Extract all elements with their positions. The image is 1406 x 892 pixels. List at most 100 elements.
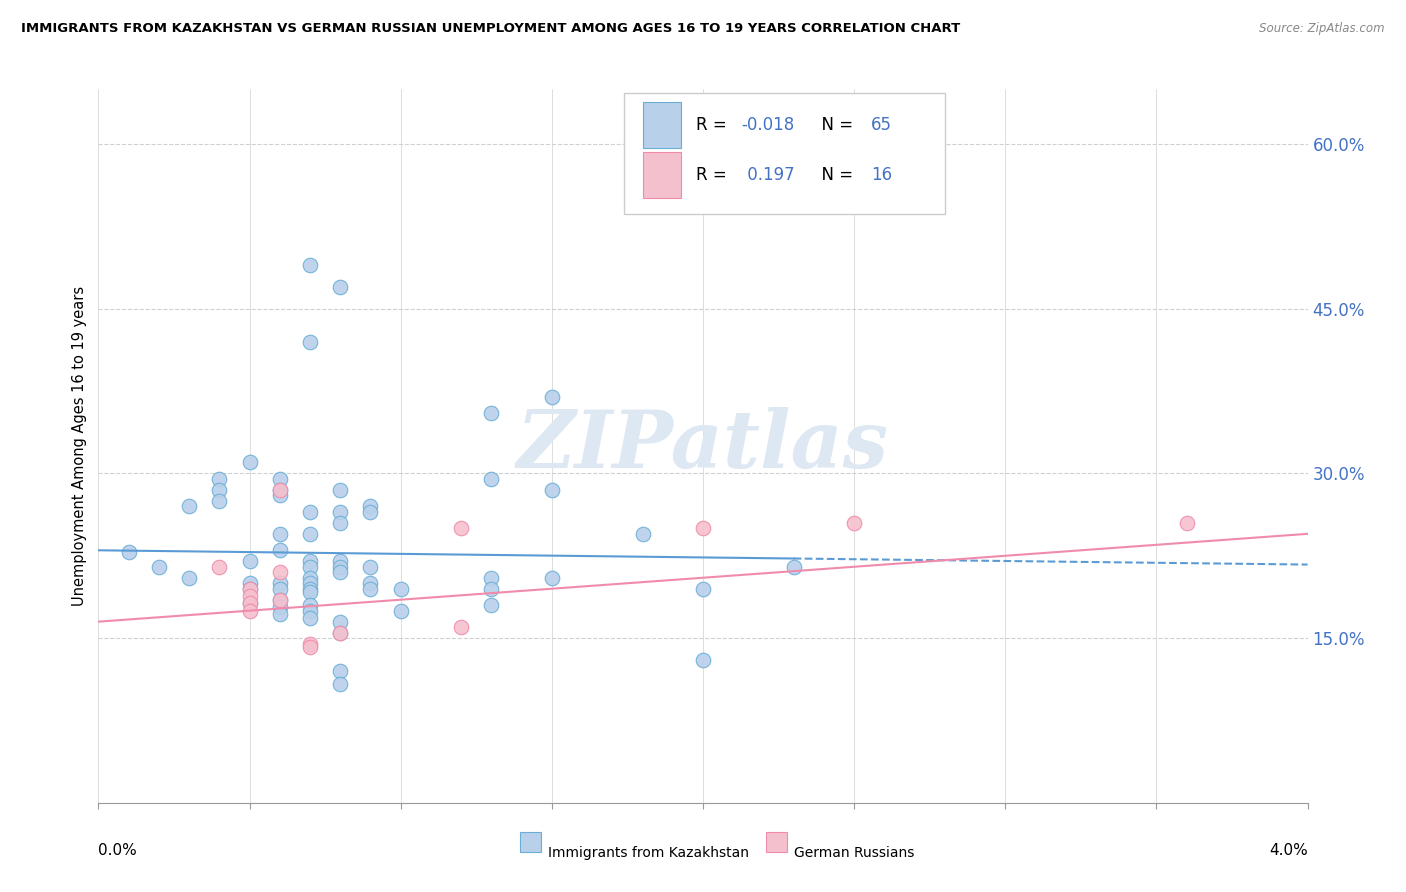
Text: N =: N =	[811, 116, 858, 134]
Point	[631, 526, 654, 541]
Point	[450, 521, 472, 535]
Point	[329, 625, 352, 640]
Point	[299, 604, 322, 618]
Point	[208, 494, 231, 508]
Point	[299, 611, 322, 625]
Point	[299, 258, 322, 272]
Point	[329, 559, 352, 574]
Text: 65: 65	[872, 116, 891, 134]
Point	[299, 505, 322, 519]
Point	[481, 571, 503, 585]
Point	[540, 390, 562, 404]
Text: R =: R =	[696, 116, 731, 134]
FancyBboxPatch shape	[624, 93, 945, 214]
Point	[299, 526, 322, 541]
Point	[844, 516, 866, 530]
Point	[299, 640, 322, 654]
Point	[783, 559, 806, 574]
Text: N =: N =	[811, 166, 858, 184]
Point	[389, 604, 412, 618]
Point	[329, 615, 352, 629]
Point	[269, 600, 291, 615]
Point	[269, 592, 291, 607]
Point	[239, 455, 262, 469]
Text: -0.018: -0.018	[742, 116, 794, 134]
Point	[269, 543, 291, 558]
Point	[239, 582, 262, 596]
Point	[1175, 516, 1198, 530]
Point	[179, 500, 201, 514]
Point	[299, 582, 322, 596]
Point	[540, 483, 562, 497]
Point	[692, 582, 714, 596]
Point	[299, 585, 322, 599]
Point	[329, 483, 352, 497]
Point	[239, 596, 262, 610]
Y-axis label: Unemployment Among Ages 16 to 19 years: Unemployment Among Ages 16 to 19 years	[72, 286, 87, 606]
Point	[481, 582, 503, 596]
Point	[269, 592, 291, 607]
Point	[239, 590, 262, 604]
Point	[329, 625, 352, 640]
Point	[269, 582, 291, 596]
Point	[299, 554, 322, 568]
Point	[299, 559, 322, 574]
Point	[360, 559, 382, 574]
Point	[239, 576, 262, 591]
Point	[299, 576, 322, 591]
Point	[329, 280, 352, 294]
Point	[329, 505, 352, 519]
Text: 0.0%: 0.0%	[98, 843, 138, 858]
Point	[450, 620, 472, 634]
FancyBboxPatch shape	[643, 152, 682, 198]
Point	[329, 677, 352, 691]
Point	[269, 576, 291, 591]
Point	[239, 554, 262, 568]
Text: Immigrants from Kazakhstan: Immigrants from Kazakhstan	[548, 846, 749, 860]
Point	[269, 607, 291, 621]
Text: German Russians: German Russians	[794, 846, 915, 860]
Text: 4.0%: 4.0%	[1268, 843, 1308, 858]
Text: IMMIGRANTS FROM KAZAKHSTAN VS GERMAN RUSSIAN UNEMPLOYMENT AMONG AGES 16 TO 19 YE: IMMIGRANTS FROM KAZAKHSTAN VS GERMAN RUS…	[21, 22, 960, 36]
Point	[360, 505, 382, 519]
Point	[481, 406, 503, 420]
Point	[329, 554, 352, 568]
Point	[299, 334, 322, 349]
Point	[269, 472, 291, 486]
Text: 0.197: 0.197	[742, 166, 794, 184]
Point	[692, 521, 714, 535]
Point	[389, 582, 412, 596]
Point	[208, 559, 231, 574]
Point	[269, 526, 291, 541]
Point	[329, 664, 352, 678]
Text: Source: ZipAtlas.com: Source: ZipAtlas.com	[1260, 22, 1385, 36]
Point	[481, 598, 503, 612]
Text: 16: 16	[872, 166, 893, 184]
Point	[269, 483, 291, 497]
Point	[208, 472, 231, 486]
Point	[329, 516, 352, 530]
Text: R =: R =	[696, 166, 731, 184]
Point	[148, 559, 170, 574]
Point	[329, 566, 352, 580]
Point	[239, 596, 262, 610]
Point	[360, 582, 382, 596]
Point	[360, 500, 382, 514]
Point	[239, 604, 262, 618]
Point	[692, 653, 714, 667]
Point	[208, 483, 231, 497]
Point	[239, 582, 262, 596]
Point	[299, 598, 322, 612]
Point	[540, 571, 562, 585]
Point	[269, 488, 291, 502]
Point	[269, 566, 291, 580]
Point	[481, 472, 503, 486]
FancyBboxPatch shape	[643, 102, 682, 148]
Point	[299, 637, 322, 651]
Point	[360, 576, 382, 591]
Text: ZIPatlas: ZIPatlas	[517, 408, 889, 484]
Point	[118, 545, 141, 559]
Point	[179, 571, 201, 585]
Point	[299, 571, 322, 585]
Point	[269, 483, 291, 497]
